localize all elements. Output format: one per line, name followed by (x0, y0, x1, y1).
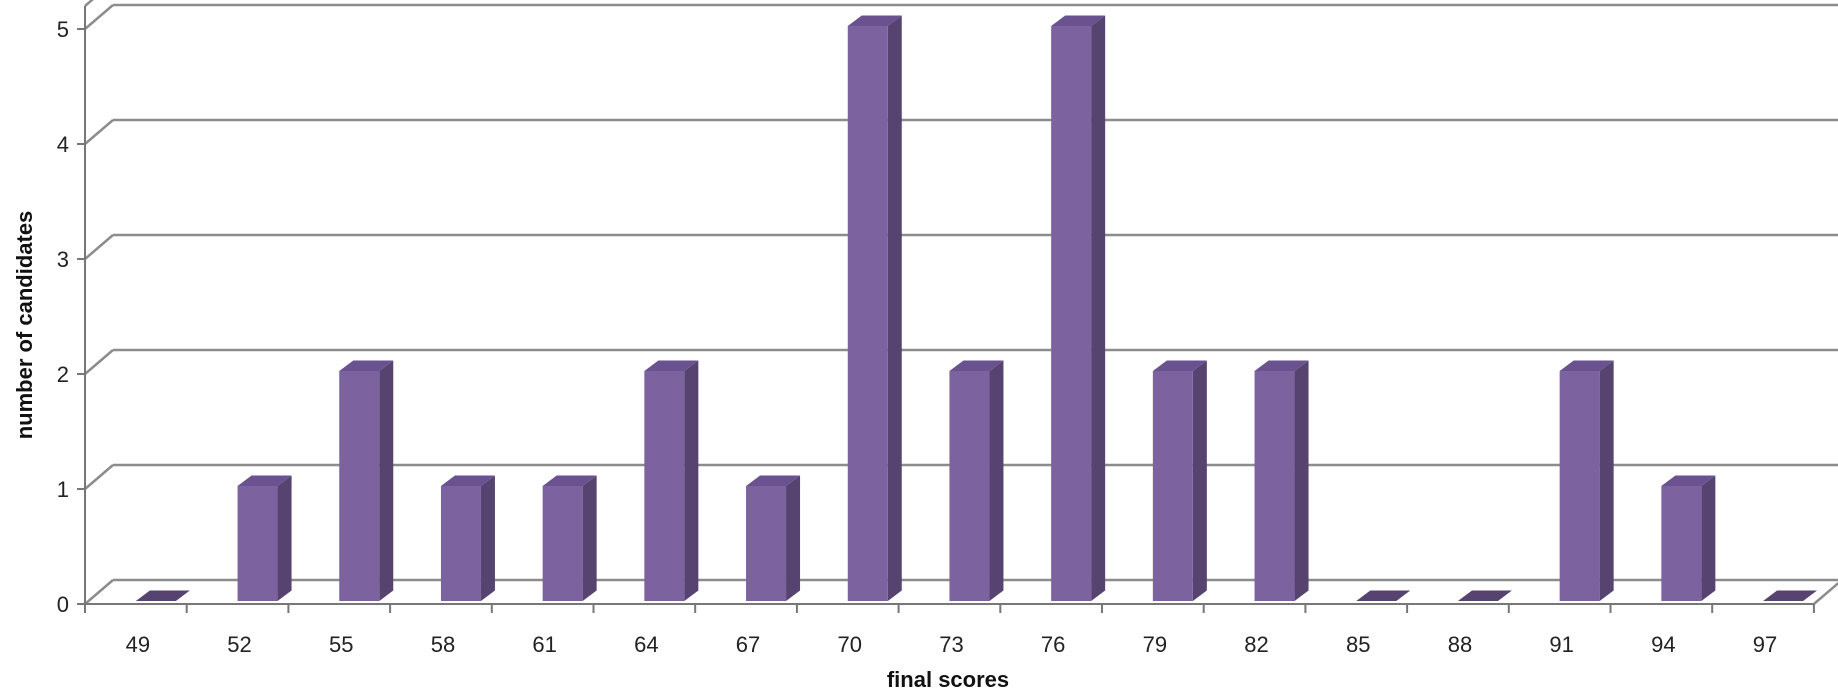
x-tick-label: 58 (431, 632, 455, 657)
bar-top (1152, 360, 1207, 371)
bar-top (237, 475, 292, 486)
x-tick-label: 85 (1346, 632, 1370, 657)
x-tick-label: 64 (634, 632, 658, 657)
bar-front (542, 486, 583, 601)
bar-front (1254, 371, 1295, 601)
bar-side (1091, 15, 1106, 601)
x-tick-label: 67 (736, 632, 760, 657)
x-tick-label: 49 (126, 632, 150, 657)
bar-front (1559, 371, 1600, 601)
bar (847, 15, 902, 601)
bar-front (339, 371, 380, 601)
bar-front (644, 371, 685, 601)
x-tick-label: 70 (838, 632, 862, 657)
bar-top (1559, 360, 1614, 371)
bar-side (277, 475, 292, 601)
bar (1661, 475, 1716, 601)
bar-front (746, 486, 787, 601)
gridline-wall (84, 119, 114, 145)
bar-side (379, 360, 394, 601)
bar-side (989, 360, 1004, 601)
y-tick-label: 2 (57, 362, 69, 387)
bar (1254, 360, 1309, 601)
y-axis: 0 1 2 3 4 5 (57, 6, 86, 617)
bar-side (786, 475, 801, 601)
bar (339, 360, 394, 601)
x-tick-label: 79 (1143, 632, 1167, 657)
bar (1457, 590, 1512, 601)
bar-top (135, 590, 190, 601)
bar-top (746, 475, 801, 486)
bar (1051, 15, 1106, 601)
bar-top (1661, 475, 1716, 486)
y-axis-title: number of candidates (12, 211, 37, 440)
x-tick-label: 61 (532, 632, 556, 657)
x-tick-label: 55 (329, 632, 353, 657)
bar-front (847, 26, 888, 601)
x-tick-label: 76 (1041, 632, 1065, 657)
bar-front (949, 371, 990, 601)
x-tick-label: 94 (1651, 632, 1675, 657)
bar-side (1701, 475, 1716, 601)
bar (237, 475, 292, 601)
y-tick-label: 3 (57, 247, 69, 272)
y-tick-label: 5 (57, 17, 69, 42)
x-tick-label: 52 (227, 632, 251, 657)
bar-front (1051, 26, 1092, 601)
bar-side (1294, 360, 1309, 601)
bar-top (1763, 590, 1818, 601)
gridline-wall (84, 464, 114, 490)
bar (135, 590, 190, 601)
bar-top (949, 360, 1004, 371)
y-tick-label: 1 (57, 477, 69, 502)
bar (1356, 590, 1411, 601)
bar-top (1457, 590, 1512, 601)
bar (1152, 360, 1207, 601)
bar-side (1599, 360, 1614, 601)
bar-top (542, 475, 597, 486)
gridline-wall (84, 0, 94, 7)
bar-top (1254, 360, 1309, 371)
gridline-wall (84, 4, 114, 30)
x-tick-label: 97 (1753, 632, 1777, 657)
floor-edge (1813, 581, 1838, 605)
gridline-wall (84, 579, 114, 605)
bar-top (339, 360, 394, 371)
bar-top (847, 15, 902, 26)
bar-top (1356, 590, 1411, 601)
x-axis-title: final scores (887, 667, 1009, 691)
bar (949, 360, 1004, 601)
x-tick-label: 82 (1244, 632, 1268, 657)
bar (1559, 360, 1614, 601)
bar (644, 360, 699, 601)
bar-front (237, 486, 278, 601)
bar-side (480, 475, 495, 601)
bars (135, 15, 1818, 601)
gridline-wall (84, 234, 114, 260)
y-tick-label: 4 (57, 132, 69, 157)
bar-front (440, 486, 481, 601)
x-axis: 49 52 55 58 61 64 67 70 73 76 79 82 85 88 91 94 97 (84, 581, 1838, 657)
bar (440, 475, 495, 601)
gridline-wall (84, 349, 114, 375)
bar-side (887, 15, 902, 601)
x-tick-label: 73 (939, 632, 963, 657)
bar-front (1152, 371, 1193, 601)
bar-side (684, 360, 699, 601)
x-tick-label: 88 (1448, 632, 1472, 657)
bar-top (440, 475, 495, 486)
bar-top (1051, 15, 1106, 26)
bar (1763, 590, 1818, 601)
bar (746, 475, 801, 601)
bar-side (1192, 360, 1207, 601)
bar-side (582, 475, 597, 601)
bar (542, 475, 597, 601)
x-tick-label: 91 (1549, 632, 1573, 657)
bar-front (1661, 486, 1702, 601)
y-tick-label: 0 (57, 592, 69, 617)
bar-top (644, 360, 699, 371)
